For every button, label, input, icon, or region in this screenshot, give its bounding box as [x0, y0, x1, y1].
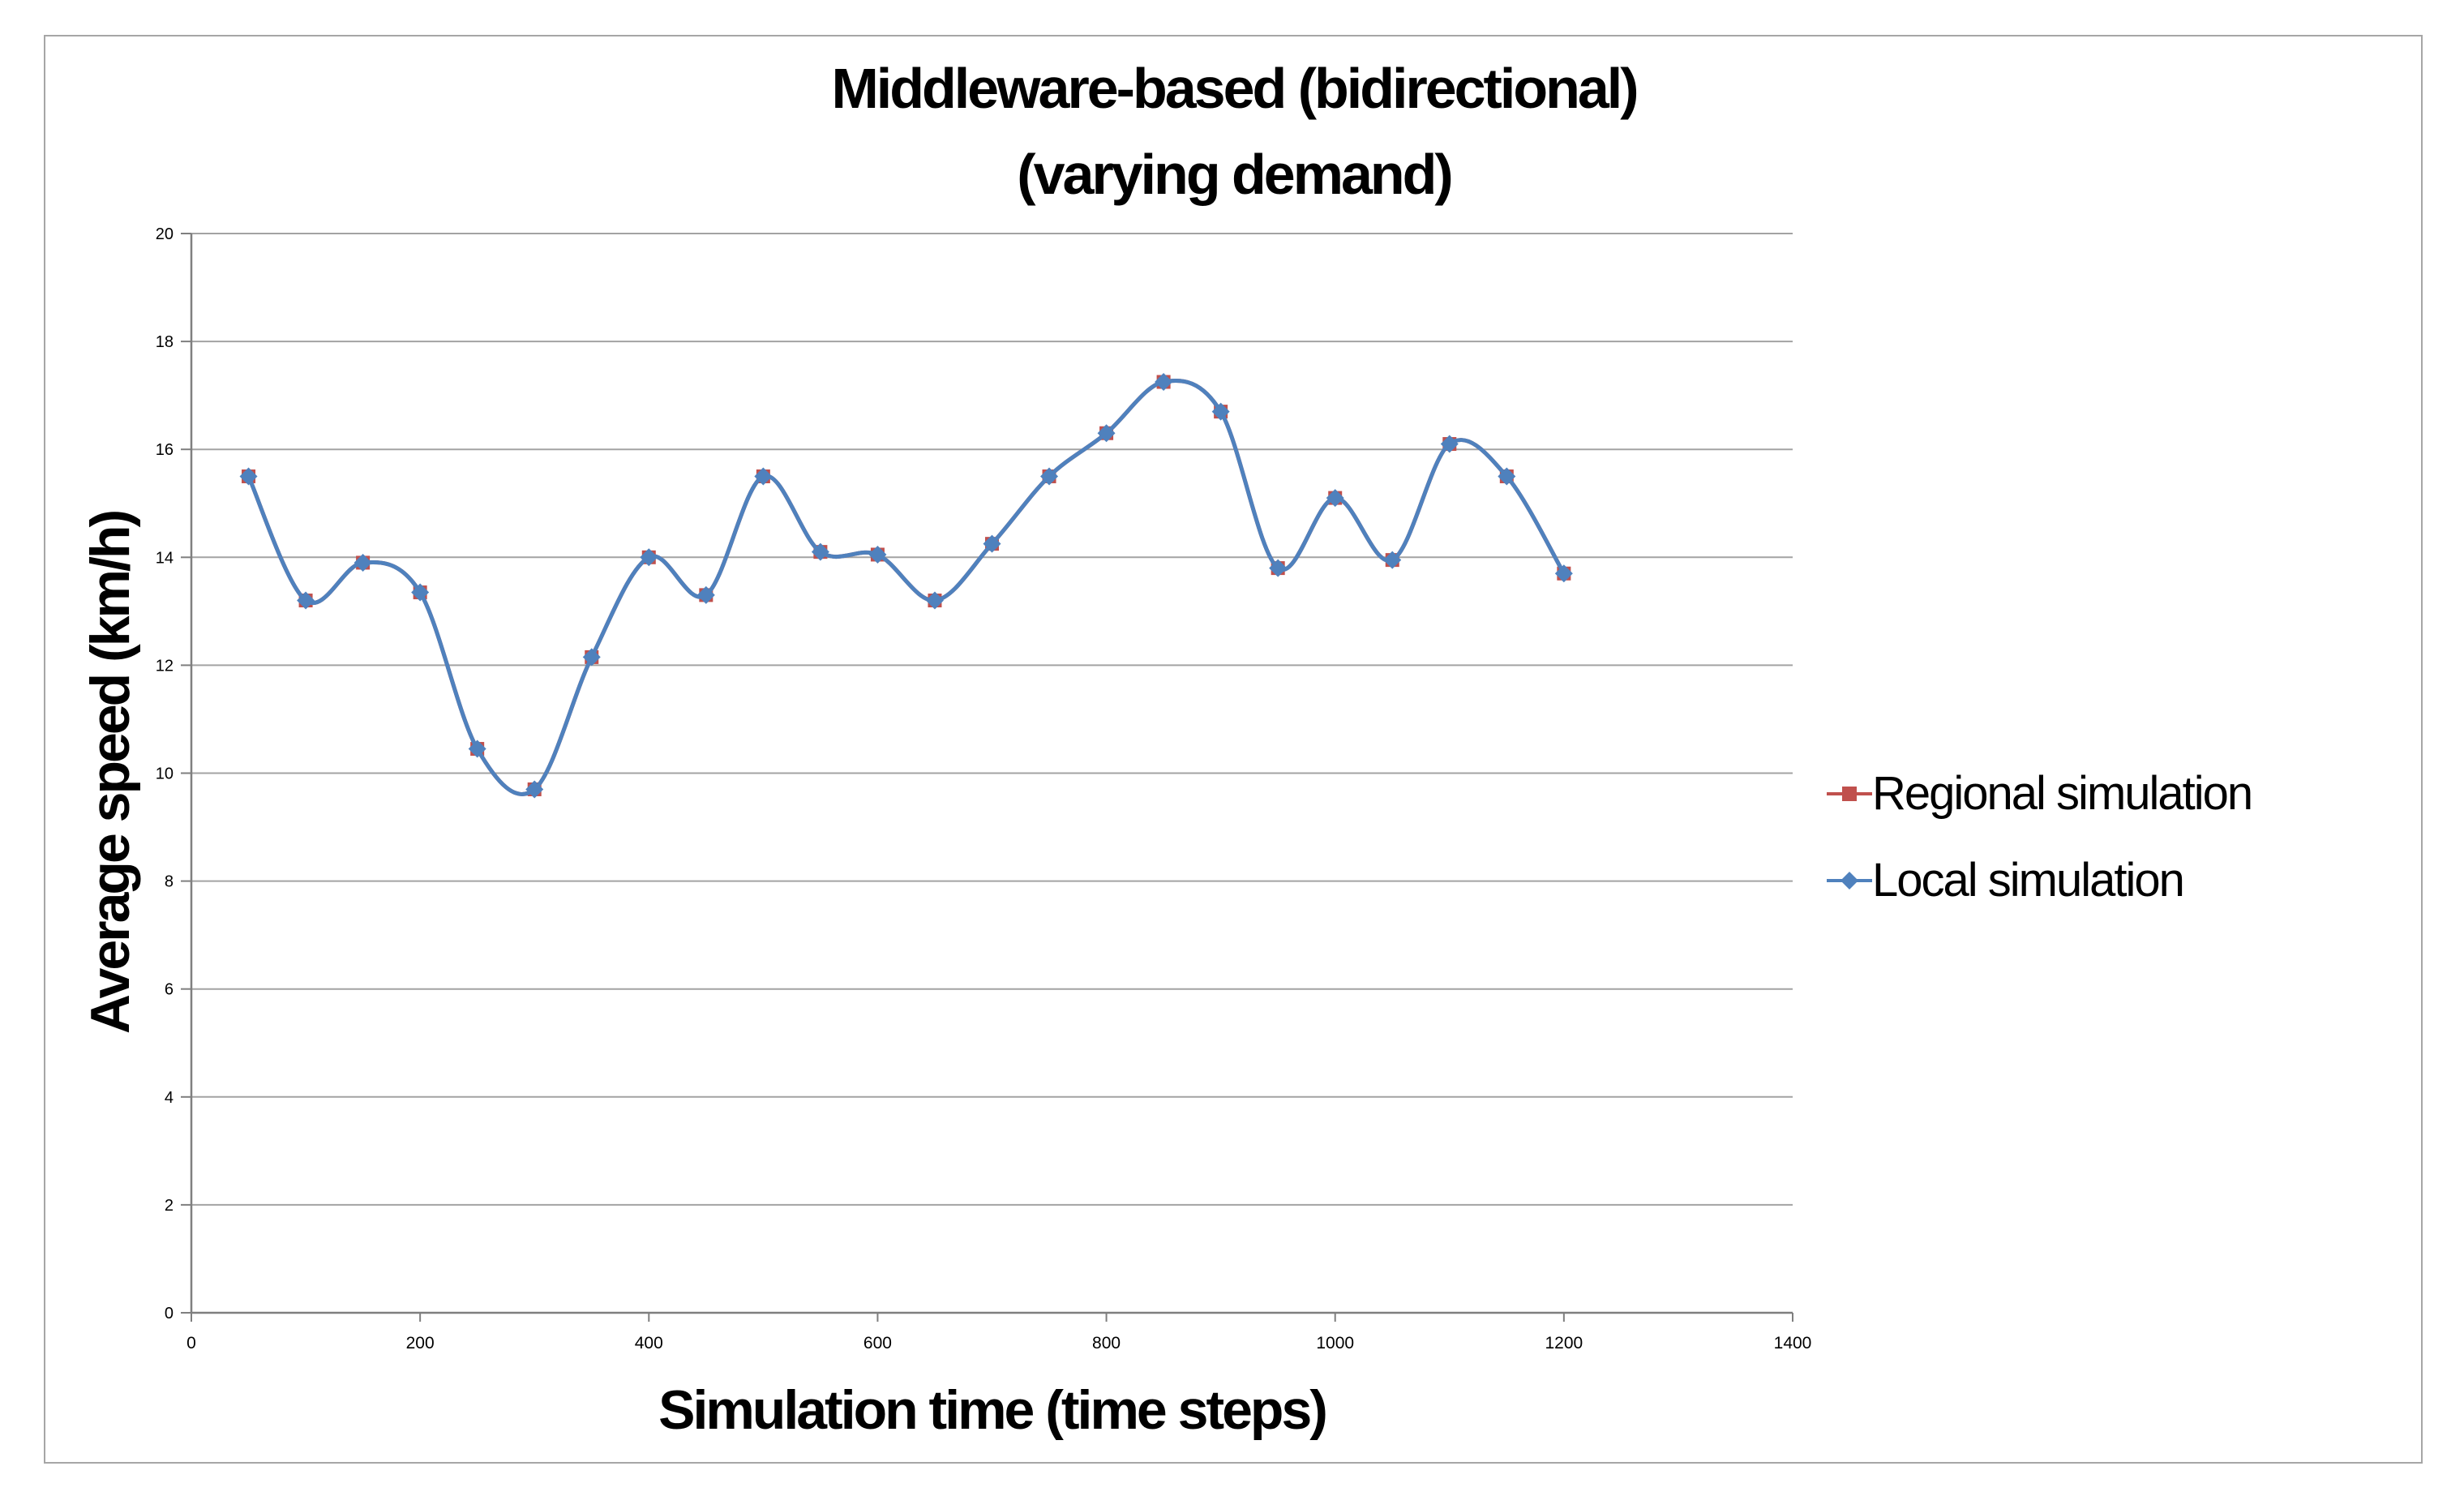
- y-tick-label: 14: [156, 549, 174, 567]
- y-tick-label: 6: [165, 981, 174, 999]
- legend-item-local: Local simulation: [1827, 850, 2252, 911]
- data-point-diamond: [1097, 424, 1116, 443]
- series-line-square: [246, 378, 1566, 796]
- x-tick-label: 1200: [1545, 1334, 1583, 1353]
- data-point-diamond: [525, 780, 544, 799]
- x-tick-label: 1400: [1774, 1334, 1812, 1353]
- data-point-diamond: [1554, 564, 1573, 583]
- legend-label-regional: Regional simulation: [1872, 767, 2253, 820]
- data-point-diamond: [468, 739, 486, 758]
- legend: Regional simulation Local simulation: [1827, 763, 2253, 937]
- series-line-diamond: [246, 378, 1566, 796]
- y-tick-label: 16: [156, 441, 174, 459]
- y-tick-label: 2: [165, 1197, 174, 1215]
- legend-item-regional: Regional simulation: [1827, 763, 2253, 825]
- data-point-diamond: [1155, 373, 1173, 392]
- y-tick-label: 8: [165, 873, 174, 891]
- data-point-diamond: [297, 591, 315, 610]
- x-tick-label: 200: [406, 1334, 435, 1353]
- y-tick-label: 0: [165, 1305, 174, 1323]
- data-point-diamond: [1326, 489, 1344, 508]
- chart-title-line1: Middleware-based (bidirectional): [831, 57, 1639, 120]
- data-point-diamond: [1383, 551, 1402, 569]
- x-tick-label: 0: [186, 1334, 196, 1353]
- y-tick-label: 18: [156, 333, 174, 351]
- data-point-diamond: [1498, 467, 1516, 486]
- y-tick-label: 4: [165, 1089, 174, 1107]
- data-point-diamond: [1440, 435, 1459, 453]
- legend-label-local: Local simulation: [1872, 854, 2185, 907]
- data-point-diamond: [868, 545, 887, 564]
- data-point-diamond: [1040, 467, 1059, 486]
- data-point-diamond: [925, 591, 944, 610]
- data-point-diamond: [1211, 402, 1230, 421]
- chart-title-line2: (varying demand): [1017, 143, 1453, 206]
- chart-title: Middleware-based (bidirectional) (varyin…: [44, 45, 2424, 217]
- data-point-diamond: [696, 585, 715, 604]
- x-tick-label: 1000: [1316, 1334, 1354, 1353]
- data-point-diamond: [1269, 559, 1288, 577]
- data-point-diamond: [582, 648, 601, 667]
- y-tick-label: 10: [156, 765, 174, 783]
- data-point-diamond: [754, 467, 773, 486]
- data-point-diamond: [811, 542, 829, 561]
- y-axis-title: Average speed (km/h): [79, 511, 141, 1035]
- data-point-diamond: [239, 467, 258, 486]
- data-point-diamond: [354, 553, 372, 572]
- x-tick-label: 800: [1092, 1334, 1121, 1353]
- y-tick-label: 20: [156, 225, 174, 243]
- regional-series-marker-icon: [1827, 787, 1872, 801]
- local-series-marker-icon: [1827, 872, 1872, 890]
- x-tick-label: 400: [635, 1334, 663, 1353]
- chart-frame: [44, 35, 2423, 1464]
- data-point-diamond: [640, 548, 658, 567]
- data-point-diamond: [983, 534, 1001, 553]
- x-axis-title: Simulation time (time steps): [658, 1379, 1328, 1441]
- x-tick-label: 600: [863, 1334, 892, 1353]
- y-tick-label: 12: [156, 657, 174, 675]
